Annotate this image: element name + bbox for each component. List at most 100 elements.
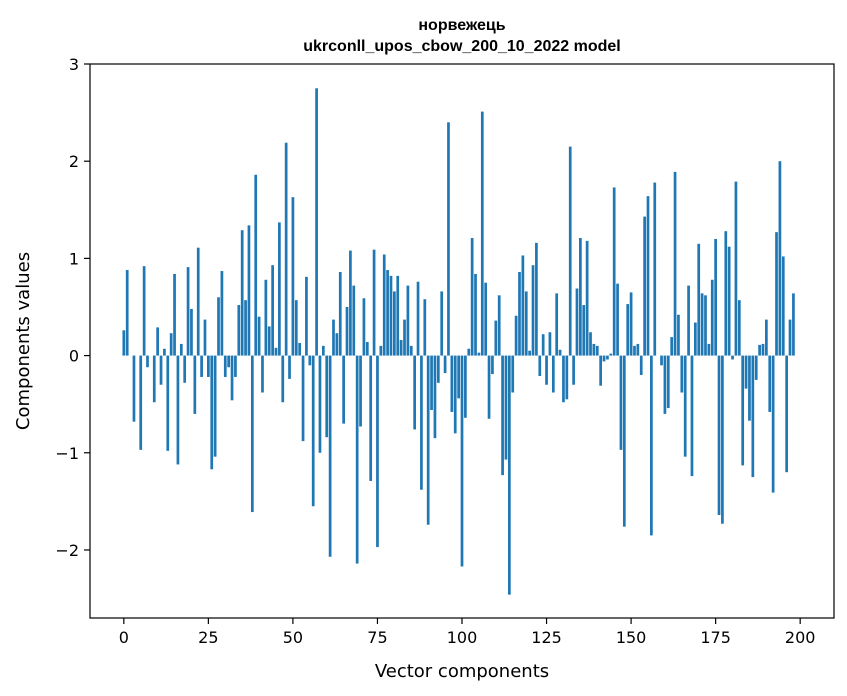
bar: [250, 355, 254, 513]
bar: [349, 250, 352, 356]
bar: [551, 355, 555, 393]
bar: [531, 265, 535, 356]
bar: [606, 355, 609, 360]
bar: [693, 322, 697, 356]
bar: [751, 355, 755, 478]
x-tick-label: 50: [283, 628, 303, 647]
bar: [673, 171, 677, 356]
bar: [281, 355, 285, 403]
bar: [156, 327, 159, 356]
chart-subtitle: ukrconll_upos_cbow_200_10_2022 model: [303, 38, 620, 55]
bar: [284, 142, 288, 356]
bar: [572, 355, 575, 385]
bar: [294, 300, 298, 356]
bar: [737, 300, 741, 356]
bar: [169, 333, 173, 356]
bar: [595, 345, 599, 356]
bar: [179, 343, 183, 356]
bar: [443, 355, 447, 374]
bar: [501, 355, 504, 476]
bar: [220, 271, 224, 356]
bar: [792, 293, 795, 356]
bar: [328, 355, 332, 557]
bar: [518, 271, 521, 356]
bar: [338, 271, 342, 356]
bar: [447, 122, 450, 356]
bar: [680, 355, 684, 393]
bar: [646, 196, 650, 356]
y-tick-label: −2: [55, 541, 79, 560]
bar: [599, 355, 603, 386]
bar: [717, 355, 721, 515]
bar: [721, 355, 724, 524]
bar: [426, 355, 430, 525]
bar: [186, 267, 190, 356]
bar: [321, 345, 325, 356]
bar: [325, 355, 329, 438]
bar: [413, 355, 417, 430]
x-tick-label: 200: [785, 628, 816, 647]
bar: [332, 319, 335, 356]
bar: [761, 343, 765, 356]
x-tick-label: 175: [700, 628, 731, 647]
bar: [690, 355, 694, 477]
bar: [619, 355, 623, 450]
bar: [379, 345, 383, 356]
bar: [477, 352, 481, 356]
bar: [660, 355, 663, 366]
bar: [480, 111, 484, 356]
bar: [274, 347, 278, 356]
bar: [555, 293, 559, 356]
x-axis-label: Vector components: [375, 661, 549, 682]
bar: [579, 237, 582, 356]
bar: [244, 300, 247, 356]
bar: [318, 355, 322, 453]
bar: [514, 315, 518, 356]
bar: [494, 320, 498, 356]
bar: [122, 330, 126, 356]
bar: [521, 255, 525, 356]
bar: [352, 285, 356, 356]
bar: [460, 355, 464, 567]
bar: [203, 319, 207, 356]
bar: [484, 282, 488, 356]
bar: [436, 355, 440, 383]
bar: [626, 304, 630, 356]
bar: [467, 348, 471, 356]
bar: [666, 355, 670, 409]
bar: [453, 355, 457, 434]
bar: [724, 231, 728, 356]
bar: [376, 355, 379, 548]
bar: [372, 249, 376, 356]
bar: [697, 243, 701, 356]
bar: [643, 216, 646, 356]
bar: [622, 355, 626, 527]
bar: [365, 341, 369, 356]
bar: [741, 355, 745, 466]
bar: [497, 295, 501, 356]
bar: [342, 355, 345, 424]
bar: [247, 225, 251, 356]
bar: [403, 319, 406, 356]
y-tick-label: 0: [69, 347, 79, 366]
bar: [345, 306, 349, 356]
bar: [528, 350, 531, 356]
x-tick-label: 75: [367, 628, 387, 647]
bar: [261, 355, 264, 393]
bar: [714, 238, 717, 356]
chart-title: норвежець: [418, 17, 505, 34]
bar: [727, 246, 731, 356]
y-tick-label: 2: [69, 152, 79, 171]
bar: [609, 353, 613, 356]
bar: [487, 355, 491, 419]
bar: [778, 161, 782, 356]
bar: [616, 283, 619, 356]
bar: [754, 355, 758, 380]
bar: [683, 355, 687, 457]
bar: [677, 314, 680, 356]
bar: [524, 291, 528, 356]
bar: [734, 181, 738, 356]
bar: [687, 285, 690, 356]
bar: [254, 174, 258, 356]
bar: [710, 279, 714, 356]
